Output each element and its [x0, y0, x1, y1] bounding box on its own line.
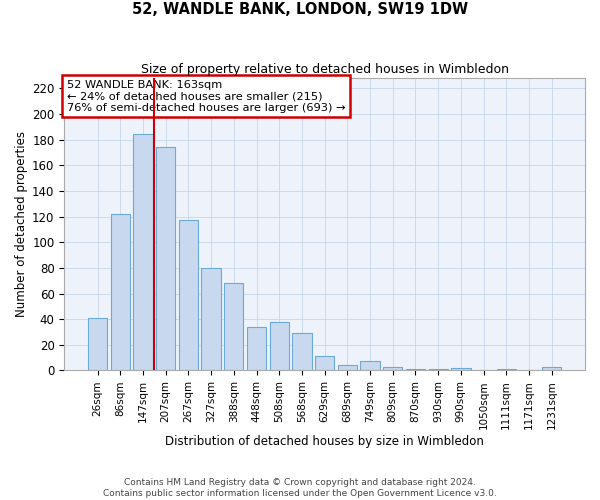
Bar [497, 369, 516, 370]
Bar [224, 284, 244, 370]
Bar [451, 368, 470, 370]
Bar [179, 220, 198, 370]
Bar [156, 148, 175, 370]
Bar [292, 334, 311, 370]
Bar [383, 366, 403, 370]
Bar [542, 366, 562, 370]
Bar [202, 268, 221, 370]
Text: 52, WANDLE BANK, LONDON, SW19 1DW: 52, WANDLE BANK, LONDON, SW19 1DW [132, 2, 468, 18]
Bar [315, 356, 334, 370]
Y-axis label: Number of detached properties: Number of detached properties [15, 132, 28, 318]
Bar [110, 214, 130, 370]
Bar [269, 322, 289, 370]
Text: Contains HM Land Registry data © Crown copyright and database right 2024.
Contai: Contains HM Land Registry data © Crown c… [103, 478, 497, 498]
Bar [361, 362, 380, 370]
Bar [88, 318, 107, 370]
Bar [247, 327, 266, 370]
Bar [406, 369, 425, 370]
Bar [338, 366, 357, 370]
Text: 52 WANDLE BANK: 163sqm
← 24% of detached houses are smaller (215)
76% of semi-de: 52 WANDLE BANK: 163sqm ← 24% of detached… [67, 80, 346, 112]
X-axis label: Distribution of detached houses by size in Wimbledon: Distribution of detached houses by size … [165, 434, 484, 448]
Title: Size of property relative to detached houses in Wimbledon: Size of property relative to detached ho… [140, 62, 509, 76]
Bar [133, 134, 152, 370]
Bar [428, 369, 448, 370]
